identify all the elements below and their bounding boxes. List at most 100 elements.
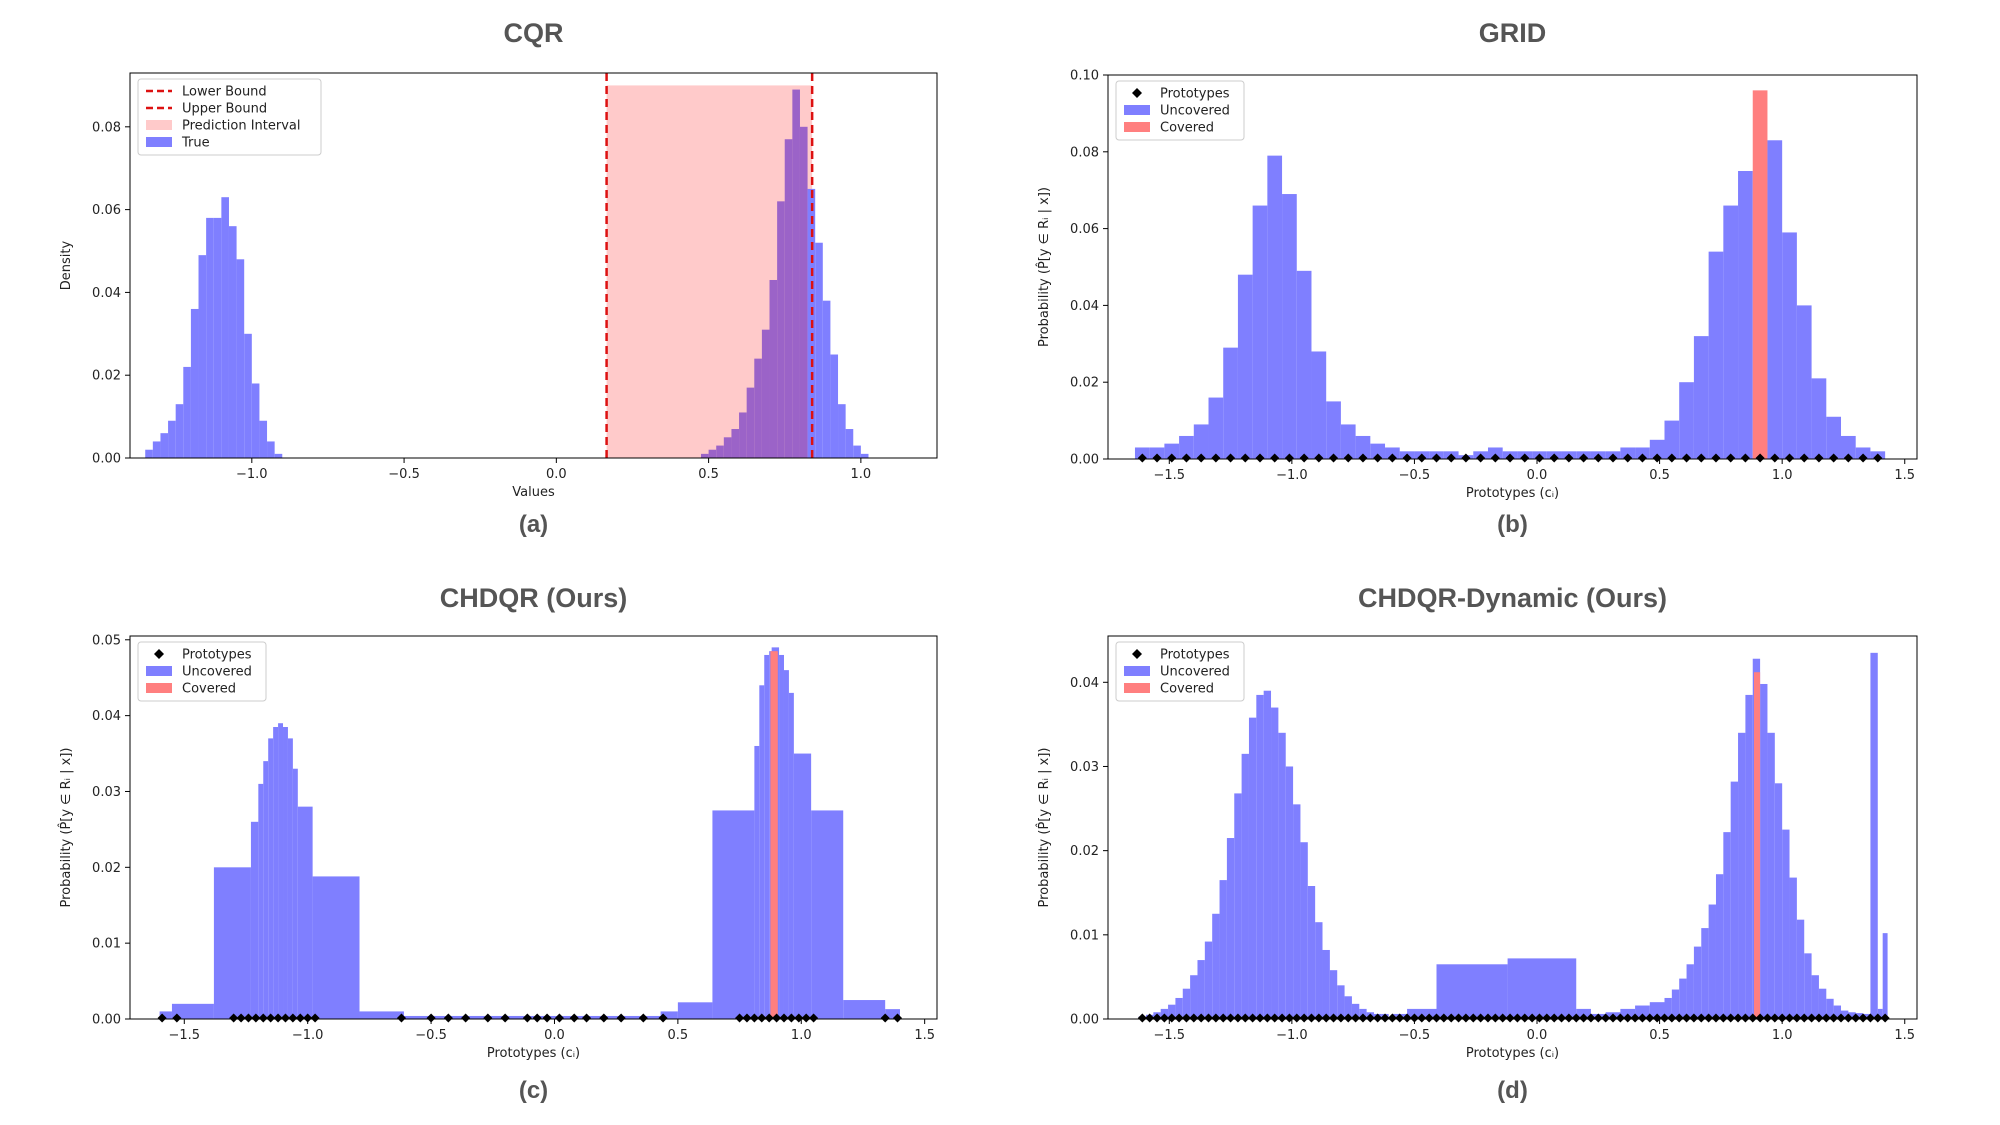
uncovered-bar bbox=[660, 1011, 678, 1019]
prototype-marker bbox=[1343, 1013, 1353, 1023]
x-tick-label: −0.5 bbox=[388, 467, 420, 482]
legend-prototype-icon bbox=[154, 649, 164, 659]
prototype-marker bbox=[1579, 453, 1589, 463]
prototype-marker bbox=[1211, 453, 1221, 463]
prototype-marker bbox=[1527, 1013, 1537, 1023]
uncovered-bar bbox=[1237, 274, 1253, 459]
panel-title: GRID bbox=[1479, 18, 1547, 48]
legend-label: Prototypes bbox=[1160, 648, 1230, 663]
y-tick-label: 0.02 bbox=[1070, 376, 1099, 391]
y-axis-label: Probability (P̂[y ∈ Rᵢ | x]) bbox=[1037, 748, 1052, 908]
prototype-marker bbox=[1711, 1013, 1721, 1023]
prototype-marker bbox=[1373, 453, 1383, 463]
density-bar bbox=[723, 437, 732, 458]
prototype-marker bbox=[1696, 453, 1706, 463]
y-tick-label: 0.02 bbox=[1070, 844, 1099, 859]
prototype-marker bbox=[1682, 1013, 1692, 1023]
density-bar bbox=[221, 197, 229, 458]
density-bar bbox=[799, 126, 808, 459]
uncovered-bar bbox=[1252, 205, 1268, 459]
x-tick-label: 0.0 bbox=[544, 1028, 565, 1043]
uncovered-bar bbox=[1351, 1003, 1360, 1019]
legend-prototype-icon bbox=[1132, 88, 1142, 98]
density-bar bbox=[754, 358, 762, 458]
panel-caption: (b) bbox=[1497, 511, 1528, 538]
uncovered-bar bbox=[1263, 690, 1272, 1019]
prototype-marker bbox=[303, 1013, 313, 1023]
uncovered-bar bbox=[811, 810, 844, 1019]
uncovered-bar bbox=[213, 867, 251, 1019]
prototype-marker bbox=[1402, 453, 1412, 463]
prototype-marker bbox=[1498, 1013, 1508, 1023]
prototype-marker bbox=[1659, 1013, 1669, 1023]
x-tick-label: 1.0 bbox=[1772, 468, 1793, 483]
density-bar bbox=[716, 445, 724, 458]
uncovered-bar bbox=[1175, 997, 1183, 1019]
axes-frame bbox=[129, 72, 938, 459]
prototype-marker bbox=[1586, 1013, 1596, 1023]
density-bar bbox=[228, 226, 237, 458]
uncovered-bar bbox=[1715, 874, 1724, 1019]
prototype-marker bbox=[295, 1013, 305, 1023]
uncovered-bar bbox=[1208, 397, 1224, 459]
x-tick-label: −1.5 bbox=[1153, 468, 1185, 483]
prototype-marker bbox=[251, 1013, 261, 1023]
density-bar bbox=[838, 404, 846, 458]
uncovered-bar bbox=[1212, 913, 1220, 1019]
prototype-marker bbox=[1461, 453, 1471, 463]
prototype-marker bbox=[288, 1013, 298, 1023]
y-tick-label: 0.10 bbox=[1070, 69, 1099, 84]
legend-uncovered-swatch bbox=[1124, 666, 1150, 676]
uncovered-bar bbox=[1767, 140, 1783, 459]
x-tick-label: 0.5 bbox=[668, 1028, 689, 1043]
prototype-marker bbox=[229, 1013, 239, 1023]
prototype-marker bbox=[1314, 453, 1324, 463]
x-tick-label: 0.0 bbox=[1527, 1028, 1548, 1043]
prototype-marker bbox=[266, 1013, 276, 1023]
panel-caption: (a) bbox=[519, 511, 548, 538]
prototype-marker bbox=[243, 1013, 253, 1023]
prototype-marker bbox=[1299, 1013, 1309, 1023]
uncovered-bar bbox=[1219, 880, 1227, 1019]
axes-frame bbox=[1107, 74, 1918, 460]
prototype-marker bbox=[1248, 1013, 1258, 1023]
uncovered-bar bbox=[1436, 964, 1508, 1019]
prototype-marker bbox=[1858, 453, 1868, 463]
uncovered-bar bbox=[1679, 382, 1694, 459]
uncovered-bar bbox=[1296, 270, 1312, 459]
plot-area bbox=[145, 73, 869, 459]
prototype-marker bbox=[749, 1013, 759, 1023]
density-bar bbox=[206, 217, 214, 458]
uncovered-bar bbox=[1811, 975, 1819, 1019]
prototype-marker bbox=[616, 1013, 626, 1023]
prototype-marker bbox=[1483, 1013, 1493, 1023]
uncovered-bar bbox=[1278, 732, 1286, 1019]
prototype-marker bbox=[1181, 1013, 1191, 1023]
legend-label: Lower Bound bbox=[182, 85, 267, 100]
prototype-marker bbox=[1549, 453, 1559, 463]
panel-a: CQR (a) −1.0 −0.5 0.0 0.5 1.0 0.00 0.02 0.04 0.06 0… bbox=[59, 18, 938, 538]
x-tick-label: 1.0 bbox=[1772, 1028, 1793, 1043]
density-bar bbox=[700, 453, 709, 458]
uncovered-bar bbox=[1649, 1002, 1665, 1019]
prototype-marker bbox=[1843, 1013, 1853, 1023]
uncovered-bar bbox=[250, 821, 259, 1019]
prototype-marker bbox=[1446, 453, 1456, 463]
uncovered-bar bbox=[1882, 933, 1888, 1019]
prototype-marker bbox=[1211, 1013, 1221, 1023]
uncovered-bar bbox=[1134, 447, 1150, 459]
prototype-marker bbox=[1520, 453, 1530, 463]
uncovered-bar bbox=[1190, 975, 1198, 1019]
uncovered-bar bbox=[1355, 435, 1371, 459]
prototype-marker bbox=[1409, 1013, 1419, 1023]
density-bar bbox=[236, 259, 245, 458]
prototype-marker bbox=[1858, 1013, 1868, 1023]
prototype-marker bbox=[1571, 1013, 1581, 1023]
legend-prototype-icon bbox=[1132, 649, 1142, 659]
uncovered-bar bbox=[1848, 1012, 1856, 1019]
prototype-marker bbox=[1432, 453, 1442, 463]
axes-frame bbox=[1107, 635, 1918, 1020]
prototype-marker bbox=[1358, 1013, 1368, 1023]
uncovered-bar bbox=[759, 685, 765, 1019]
